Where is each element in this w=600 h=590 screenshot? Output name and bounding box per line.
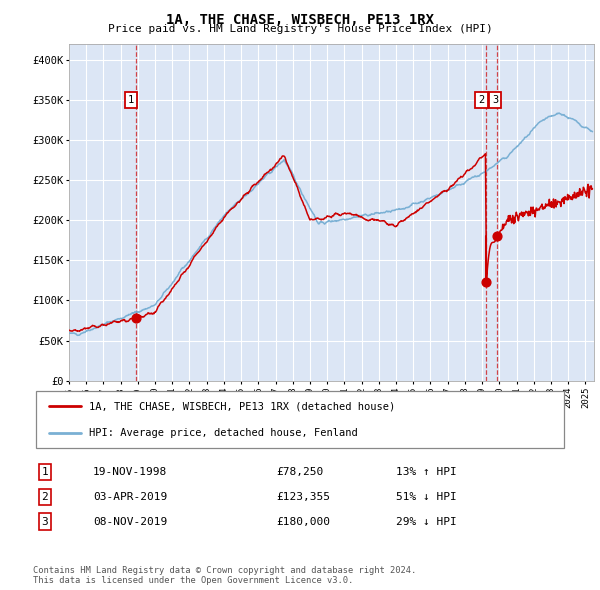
Point xyxy=(131,313,141,323)
Text: 1A, THE CHASE, WISBECH, PE13 1RX: 1A, THE CHASE, WISBECH, PE13 1RX xyxy=(166,13,434,27)
Text: £180,000: £180,000 xyxy=(276,517,330,526)
Text: 1: 1 xyxy=(41,467,49,477)
Text: 08-NOV-2019: 08-NOV-2019 xyxy=(93,517,167,526)
Text: 3: 3 xyxy=(492,96,498,105)
Point xyxy=(492,232,502,241)
FancyBboxPatch shape xyxy=(36,391,564,448)
Text: 1A, THE CHASE, WISBECH, PE13 1RX (detached house): 1A, THE CHASE, WISBECH, PE13 1RX (detach… xyxy=(89,401,395,411)
Text: 2: 2 xyxy=(478,96,484,105)
Text: 51% ↓ HPI: 51% ↓ HPI xyxy=(396,492,457,502)
Text: 2: 2 xyxy=(41,492,49,502)
Point xyxy=(482,277,491,287)
Text: HPI: Average price, detached house, Fenland: HPI: Average price, detached house, Fenl… xyxy=(89,428,358,438)
Text: 1: 1 xyxy=(128,96,134,105)
Text: 3: 3 xyxy=(41,517,49,526)
Text: 03-APR-2019: 03-APR-2019 xyxy=(93,492,167,502)
Text: 29% ↓ HPI: 29% ↓ HPI xyxy=(396,517,457,526)
Text: £123,355: £123,355 xyxy=(276,492,330,502)
Text: Price paid vs. HM Land Registry's House Price Index (HPI): Price paid vs. HM Land Registry's House … xyxy=(107,24,493,34)
Text: 19-NOV-1998: 19-NOV-1998 xyxy=(93,467,167,477)
Text: 13% ↑ HPI: 13% ↑ HPI xyxy=(396,467,457,477)
Text: Contains HM Land Registry data © Crown copyright and database right 2024.
This d: Contains HM Land Registry data © Crown c… xyxy=(33,566,416,585)
Text: £78,250: £78,250 xyxy=(276,467,323,477)
